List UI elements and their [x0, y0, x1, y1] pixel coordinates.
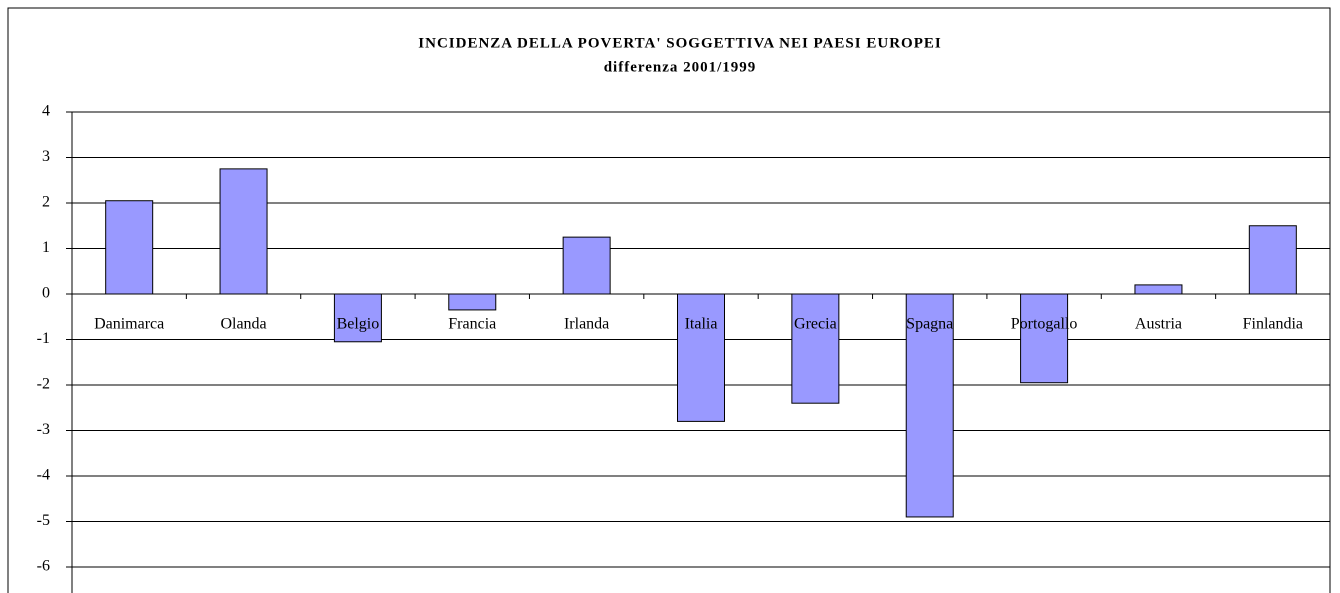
x-tick-label: Olanda	[220, 316, 266, 333]
y-tick-label: -4	[37, 467, 50, 484]
y-tick-label: -6	[37, 558, 50, 575]
bar	[105, 200, 154, 295]
bar	[677, 293, 725, 422]
x-tick-label: Danimarca	[94, 316, 164, 333]
x-tick-label: Irlanda	[564, 316, 609, 333]
x-tick-label: Spagna	[906, 316, 953, 333]
y-tick-label: 2	[42, 194, 50, 211]
bar	[1134, 284, 1183, 295]
bar	[1248, 225, 1297, 295]
bar	[905, 293, 954, 518]
y-tick-label: -2	[37, 376, 50, 393]
x-tick-label: Finlandia	[1243, 316, 1303, 333]
chart-subtitle: differenza 2001/1999	[604, 59, 757, 75]
x-tick-label: Austria	[1135, 316, 1182, 333]
bar	[1020, 293, 1069, 384]
bar	[791, 293, 840, 404]
chart-frame	[7, 7, 1331, 593]
bar	[562, 236, 611, 295]
x-tick-label: Italia	[685, 316, 718, 333]
x-tick-label: Belgio	[337, 316, 380, 333]
x-tick-label: Grecia	[794, 316, 837, 333]
bar	[448, 293, 497, 311]
y-tick-label: 1	[42, 239, 50, 256]
y-tick-label: 3	[42, 148, 50, 165]
y-tick-label: 0	[42, 285, 50, 302]
y-tick-label: -3	[37, 421, 50, 438]
y-tick-label: 4	[42, 103, 50, 120]
x-tick-label: Francia	[448, 316, 496, 333]
chart-title: INCIDENZA DELLA POVERTA' SOGGETTIVA NEI …	[418, 35, 941, 51]
bar	[219, 168, 268, 295]
y-tick-label: -5	[37, 512, 50, 529]
x-tick-label: Portogallo	[1011, 316, 1078, 333]
y-tick-label: -1	[37, 330, 50, 347]
